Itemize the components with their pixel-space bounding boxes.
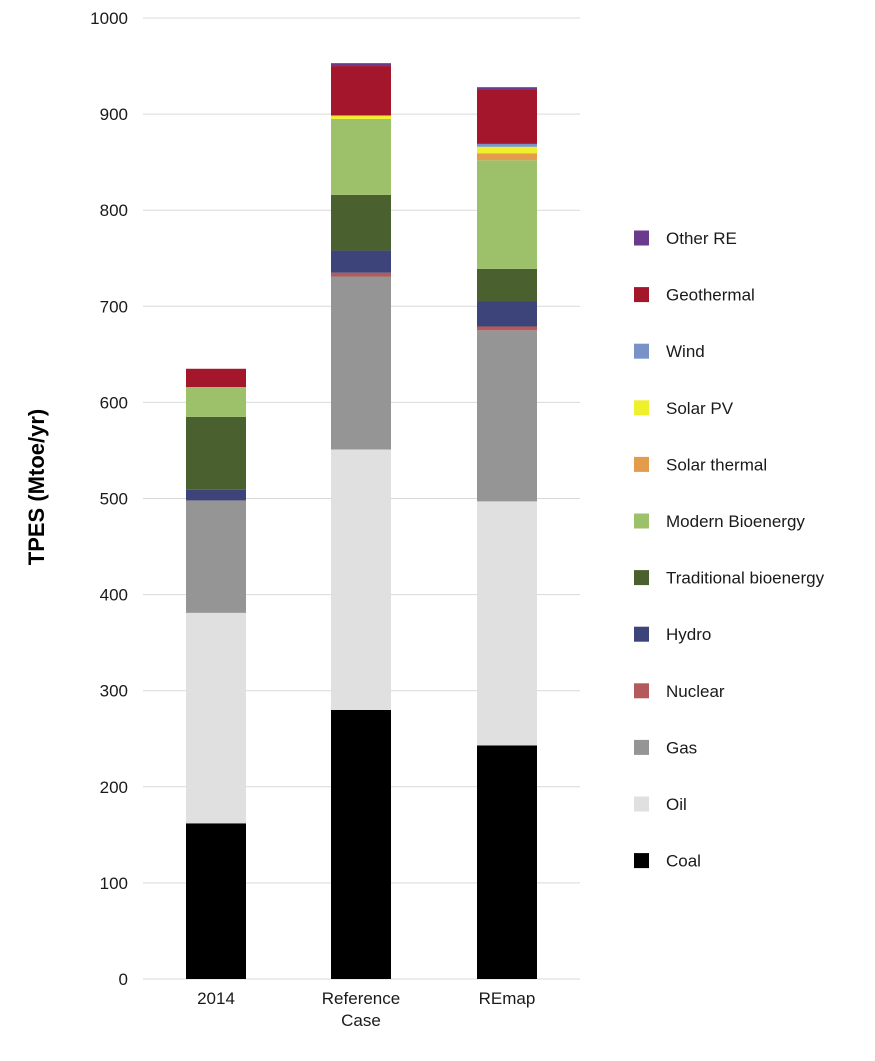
y-tick-label: 700: [100, 297, 128, 316]
y-tick-label: 400: [100, 586, 128, 605]
bar-segment-solar-thermal: [477, 153, 537, 161]
legend-label: Solar thermal: [666, 455, 767, 474]
legend-label: Geothermal: [666, 286, 755, 305]
y-tick-label: 100: [100, 874, 128, 893]
legend-item-solar-pv: Solar PV: [634, 399, 734, 418]
bar-segment-oil: [477, 501, 537, 746]
bar-segment-hydro: [477, 301, 537, 327]
legend-swatch: [634, 570, 649, 586]
bar-segment-modern-bioenergy: [331, 118, 391, 195]
bar-segment-gas: [477, 330, 537, 502]
legend-label: Traditional bioenergy: [666, 569, 825, 588]
bar-segment-geothermal: [477, 89, 537, 144]
y-axis-ticks: 0 100 200 300 400 500 600 700 800 900 1000: [90, 9, 128, 989]
y-tick-label: 200: [100, 778, 128, 797]
bar-segment-oil: [331, 449, 391, 710]
legend-label: Gas: [666, 738, 697, 757]
y-tick-label: 0: [119, 970, 128, 989]
legend-swatch: [634, 230, 649, 246]
legend-swatch: [634, 343, 649, 359]
legend-label: Modern Bioenergy: [666, 512, 805, 531]
legend-item-modern-bioenergy: Modern Bioenergy: [634, 512, 805, 531]
y-tick-label: 900: [100, 105, 128, 124]
x-category-label: Case: [341, 1011, 381, 1030]
bars: [186, 63, 537, 979]
legend-item-coal: Coal: [634, 852, 701, 871]
legend-label: Wind: [666, 342, 705, 361]
bar-segment-geothermal: [331, 66, 391, 116]
bar-segment-traditional-bioenergy: [331, 194, 391, 251]
legend-item-other-re: Other RE: [634, 229, 737, 248]
bar-segment-nuclear: [331, 272, 391, 277]
legend-item-wind: Wind: [634, 342, 705, 361]
bar-segment-hydro: [186, 489, 246, 501]
y-tick-label: 600: [100, 393, 128, 412]
legend: Other RE Geothermal Wind Solar PV Solar ther…: [634, 229, 825, 871]
legend-swatch: [634, 739, 649, 755]
legend-label: Other RE: [666, 229, 737, 248]
legend-swatch: [634, 287, 649, 303]
legend-item-solar-thermal: Solar thermal: [634, 455, 767, 474]
bar-segment-modern-bioenergy: [477, 160, 537, 269]
y-tick-label: 500: [100, 490, 128, 509]
y-axis-title: TPES (Mtoe/yr): [24, 409, 49, 565]
bar-segment-gas: [186, 500, 246, 613]
bar-segment-solar-pv: [331, 116, 391, 119]
legend-swatch: [634, 626, 649, 642]
bar-segment-wind: [477, 143, 537, 147]
bar-segment-nuclear: [477, 326, 537, 331]
bar-segment-coal: [477, 745, 537, 979]
legend-label: Hydro: [666, 625, 711, 644]
legend-item-traditional-bioenergy: Traditional bioenergy: [634, 569, 825, 588]
legend-item-oil: Oil: [634, 795, 687, 814]
legend-item-nuclear: Nuclear: [634, 682, 725, 701]
bar-segment-traditional-bioenergy: [477, 268, 537, 302]
bar-segment-oil: [186, 612, 246, 824]
bar-segment-hydro: [331, 250, 391, 273]
legend-swatch: [634, 683, 649, 699]
legend-item-gas: Gas: [634, 738, 697, 757]
bar-segment-gas: [331, 276, 391, 450]
legend-label: Solar PV: [666, 399, 734, 418]
bar-segment-coal: [331, 709, 391, 979]
legend-item-hydro: Hydro: [634, 625, 711, 644]
legend-label: Nuclear: [666, 682, 725, 701]
y-tick-label: 300: [100, 682, 128, 701]
legend-item-geothermal: Geothermal: [634, 286, 755, 305]
legend-label: Coal: [666, 852, 701, 871]
bar-segment-coal: [186, 823, 246, 979]
bar-segment-other-re: [331, 63, 391, 67]
bar-segment-geothermal: [186, 368, 246, 388]
x-category-label: 2014: [197, 989, 235, 1008]
y-tick-label: 800: [100, 201, 128, 220]
bar-segment-wind: [331, 115, 391, 117]
bar-segment-modern-bioenergy: [186, 387, 246, 417]
y-tick-label: 1000: [90, 9, 128, 28]
legend-swatch: [634, 796, 649, 812]
x-category-label: Reference: [322, 989, 400, 1008]
x-axis-categories: 2014 Reference Case REmap: [197, 989, 535, 1030]
legend-label: Oil: [666, 795, 687, 814]
legend-swatch: [634, 400, 649, 416]
x-category-label: REmap: [479, 989, 536, 1008]
bar-segment-other-re: [477, 87, 537, 90]
legend-swatch: [634, 456, 649, 472]
legend-swatch: [634, 853, 649, 869]
legend-swatch: [634, 513, 649, 529]
bar-segment-solar-pv: [477, 146, 537, 154]
bar-segment-traditional-bioenergy: [186, 416, 246, 490]
